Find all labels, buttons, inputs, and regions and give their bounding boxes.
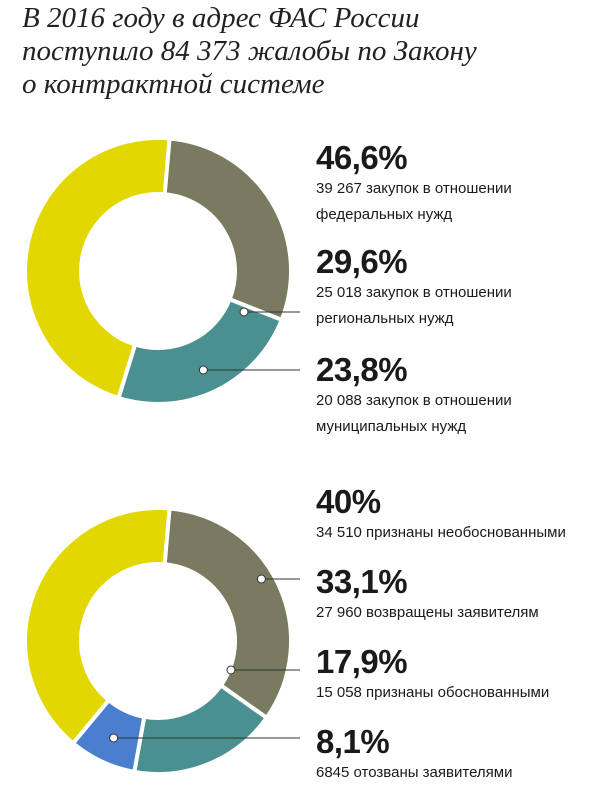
leader-dot [226,665,236,675]
leader-dot [109,733,119,743]
label-returned: 33,1% 27 960 возвращены заявителям [316,564,539,626]
donut-segment [162,140,293,323]
label-municipal: 23,8% 20 088 закупок в отношении муницип… [316,352,512,440]
label-unfounded: 40% 34 510 признаны необоснованными [316,484,566,546]
leader-dot [239,307,249,317]
pct-value: 40% [316,483,381,520]
desc-line: 27 960 возвращены заявителям [316,604,539,621]
desc-line: федеральных нужд [316,206,453,223]
label-founded: 17,9% 15 058 признаны обоснованными [316,644,549,706]
donut-chart-purchases [23,140,300,406]
desc-line: 39 267 закупок в отношении [316,180,512,197]
pct-value: 17,9% [316,643,408,680]
chart-title: В 2016 году в адрес ФАС России поступило… [22,2,592,101]
desc-line: 15 058 признаны обоснованными [316,684,550,701]
label-federal: 46,6% 39 267 закупок в отношении федерал… [316,140,512,228]
pct-value: 23,8% [316,351,408,388]
leaders [109,574,300,743]
desc-line: 20 088 закупок в отношении [316,392,512,409]
pct-value: 46,6% [316,139,408,176]
leader-dot [256,574,266,584]
donut-segment [23,140,172,401]
label-regional: 29,6% 25 018 закупок в отношении региона… [316,244,512,332]
donut-segment [162,510,293,721]
desc-line: 25 018 закупок в отношении [316,284,512,301]
donut-segment [23,510,172,747]
desc-line: муниципальных нужд [316,418,467,435]
leader-dot [198,365,208,375]
title-line-2: поступило 84 373 жалобы по Закону [22,35,477,67]
donut-chart-outcomes [23,510,300,776]
pct-value: 29,6% [316,243,408,280]
label-withdrawn: 8,1% 6845 отозваны заявителями [316,724,512,786]
segments [23,510,293,776]
title-line-1: В 2016 году в адрес ФАС России [22,2,420,34]
leaders [198,307,300,375]
desc-line: 6845 отозваны заявителями [316,764,513,781]
pct-value: 8,1% [316,723,390,760]
segments [23,140,293,406]
donut-segment [116,296,285,406]
pct-value: 33,1% [316,563,408,600]
title-line-3: о контрактной системе [22,68,325,100]
desc-line: 34 510 признаны необоснованными [316,524,566,541]
donut-segment [70,697,147,775]
desc-line: региональных нужд [316,310,454,327]
